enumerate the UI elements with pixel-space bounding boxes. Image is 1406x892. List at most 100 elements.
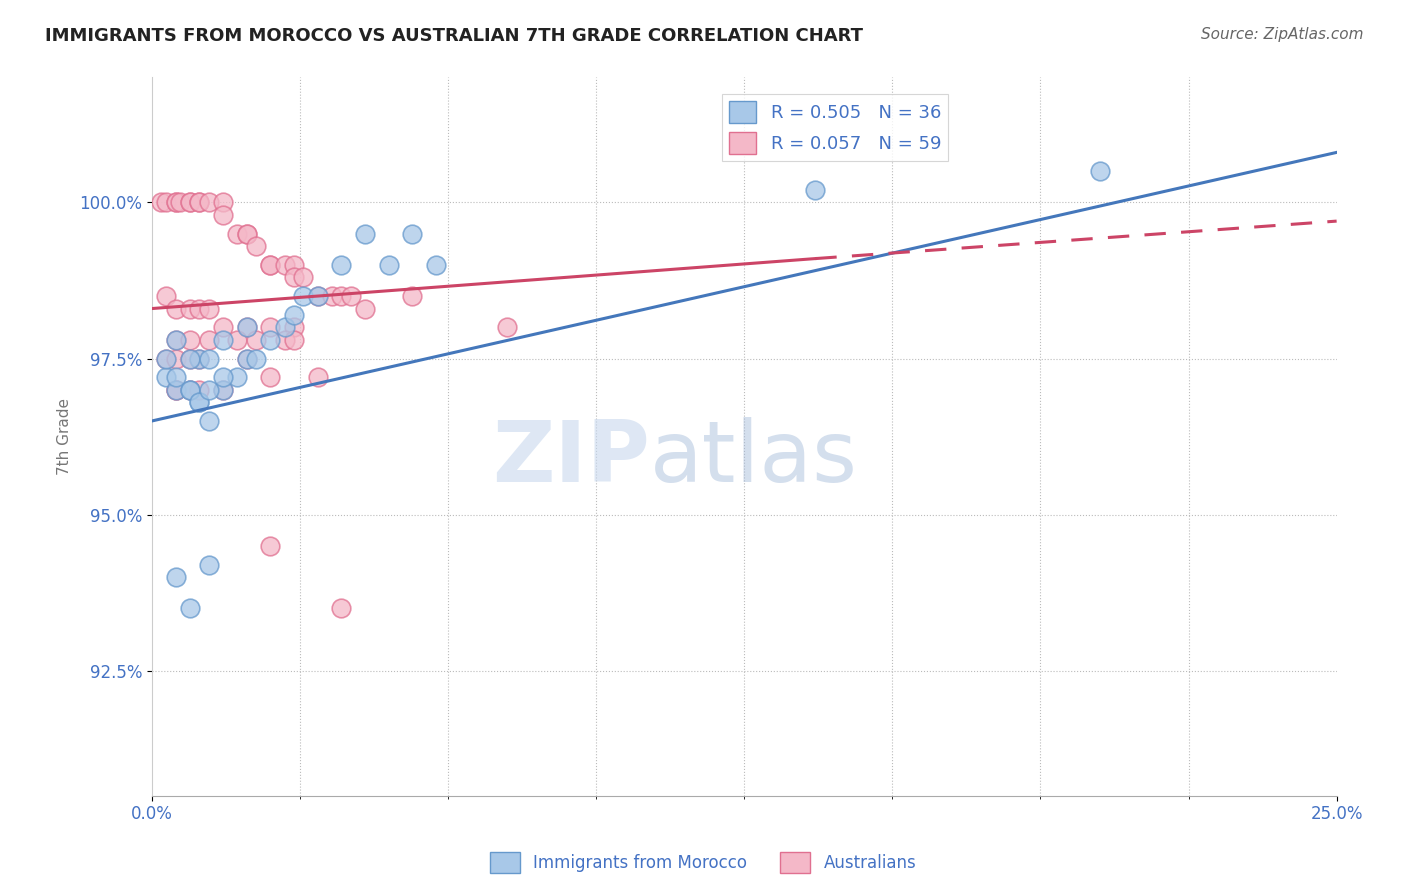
Point	[165, 351, 187, 366]
Point	[165, 383, 187, 397]
Point	[212, 320, 235, 334]
Point	[283, 333, 305, 347]
Point	[165, 570, 187, 584]
Point	[259, 333, 281, 347]
Point	[235, 227, 257, 241]
Point	[150, 195, 173, 210]
Point	[197, 558, 219, 572]
Point	[197, 414, 219, 428]
Point	[804, 183, 827, 197]
Point	[165, 333, 187, 347]
Point	[307, 289, 329, 303]
Point	[496, 320, 519, 334]
Point	[188, 395, 211, 409]
Point	[179, 383, 201, 397]
Point	[292, 270, 315, 285]
Point	[425, 258, 447, 272]
Text: IMMIGRANTS FROM MOROCCO VS AUSTRALIAN 7TH GRADE CORRELATION CHART: IMMIGRANTS FROM MOROCCO VS AUSTRALIAN 7T…	[45, 27, 863, 45]
Point	[226, 333, 249, 347]
Point	[179, 301, 201, 316]
Point	[188, 383, 211, 397]
Point	[212, 370, 235, 384]
Point	[259, 258, 281, 272]
Point	[354, 227, 377, 241]
Point	[378, 258, 401, 272]
Point	[330, 258, 353, 272]
Point	[188, 195, 211, 210]
Point	[188, 301, 211, 316]
Point	[179, 383, 201, 397]
Point	[330, 601, 353, 615]
Legend: R = 0.505   N = 36, R = 0.057   N = 59: R = 0.505 N = 36, R = 0.057 N = 59	[723, 94, 949, 161]
Point	[235, 351, 257, 366]
Point	[283, 270, 305, 285]
Point	[235, 351, 257, 366]
Point	[165, 383, 187, 397]
Point	[307, 370, 329, 384]
Point	[179, 333, 201, 347]
Point	[165, 370, 187, 384]
Point	[273, 320, 295, 334]
Point	[155, 351, 177, 366]
Point	[179, 195, 201, 210]
Point	[321, 289, 343, 303]
Point	[155, 370, 177, 384]
Point	[212, 195, 235, 210]
Point	[245, 351, 267, 366]
Point	[179, 351, 201, 366]
Point	[259, 539, 281, 553]
Point	[155, 351, 177, 366]
Point	[283, 308, 305, 322]
Point	[259, 258, 281, 272]
Point	[165, 195, 187, 210]
Point	[165, 333, 187, 347]
Point	[226, 227, 249, 241]
Point	[188, 395, 211, 409]
Point	[179, 195, 201, 210]
Point	[155, 195, 177, 210]
Y-axis label: 7th Grade: 7th Grade	[58, 398, 72, 475]
Point	[259, 370, 281, 384]
Point	[188, 195, 211, 210]
Point	[307, 289, 329, 303]
Point	[273, 258, 295, 272]
Point	[212, 383, 235, 397]
Point	[401, 227, 423, 241]
Point	[179, 601, 201, 615]
Point	[179, 351, 201, 366]
Point	[226, 370, 249, 384]
Point	[401, 289, 423, 303]
Point	[197, 383, 219, 397]
Point	[212, 208, 235, 222]
Point	[259, 320, 281, 334]
Text: Source: ZipAtlas.com: Source: ZipAtlas.com	[1201, 27, 1364, 42]
Point	[340, 289, 363, 303]
Point	[235, 320, 257, 334]
Point	[165, 383, 187, 397]
Point	[165, 195, 187, 210]
Point	[188, 351, 211, 366]
Legend: Immigrants from Morocco, Australians: Immigrants from Morocco, Australians	[482, 846, 924, 880]
Point	[235, 227, 257, 241]
Point	[165, 301, 187, 316]
Point	[283, 258, 305, 272]
Point	[179, 383, 201, 397]
Point	[235, 320, 257, 334]
Point	[155, 289, 177, 303]
Point	[245, 239, 267, 253]
Point	[212, 333, 235, 347]
Point	[212, 383, 235, 397]
Point	[197, 333, 219, 347]
Point	[273, 333, 295, 347]
Text: ZIP: ZIP	[492, 417, 650, 500]
Point	[197, 195, 219, 210]
Point	[188, 351, 211, 366]
Point	[197, 301, 219, 316]
Text: atlas: atlas	[650, 417, 858, 500]
Point	[245, 333, 267, 347]
Point	[1088, 164, 1111, 178]
Point	[354, 301, 377, 316]
Point	[283, 320, 305, 334]
Point	[330, 289, 353, 303]
Point	[292, 289, 315, 303]
